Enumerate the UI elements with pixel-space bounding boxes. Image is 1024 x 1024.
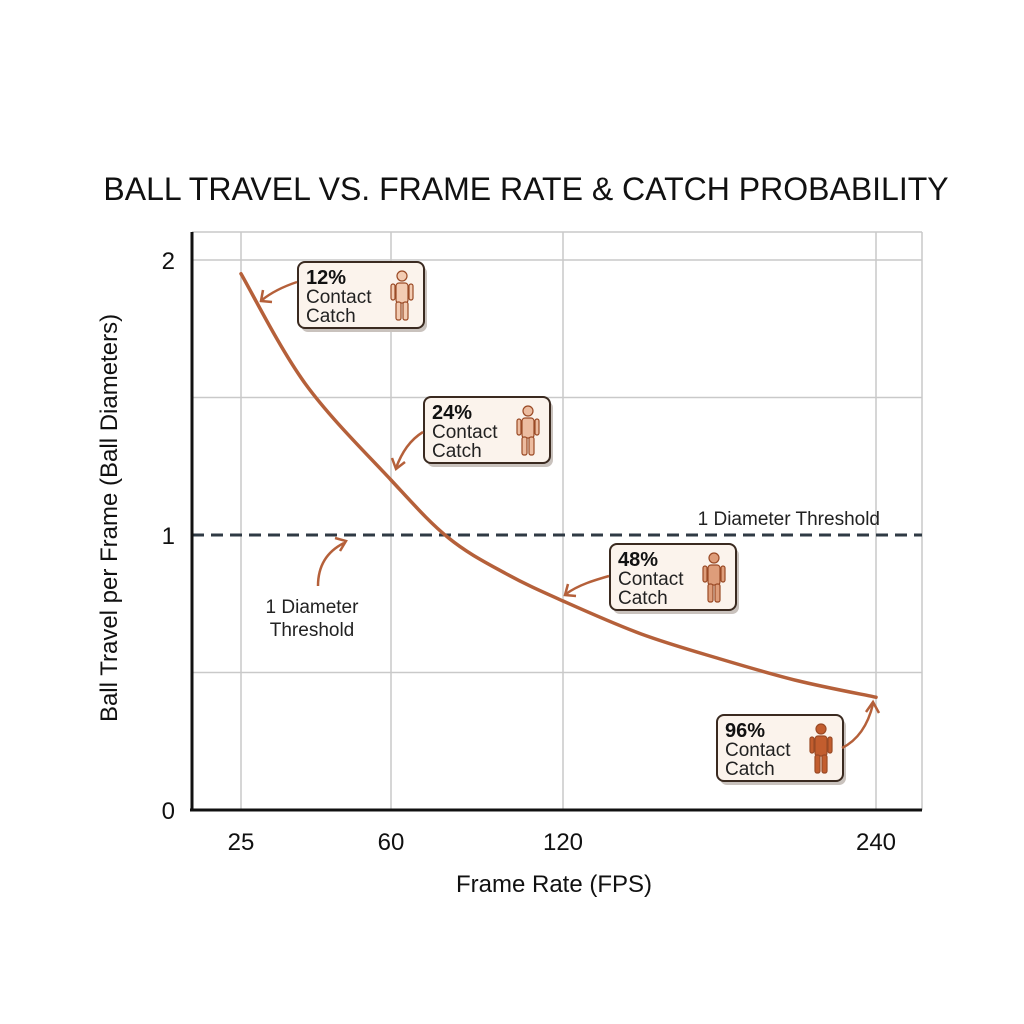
- chart-title: BALL TRAVEL VS. FRAME RATE & CATCH PROBA…: [103, 171, 948, 207]
- callout-percent: 24%: [432, 402, 472, 424]
- callout-arrow-head: [390, 457, 406, 472]
- callout-line2: Catch: [725, 759, 775, 780]
- person-icon: [809, 723, 833, 774]
- threshold-arrow-head: [334, 536, 348, 552]
- callout-percent: 48%: [618, 549, 658, 571]
- y-tick-label: 0: [162, 798, 175, 825]
- callout-percent: 12%: [306, 267, 346, 289]
- y-axis-label: Ball Travel per Frame (Ball Diameters): [96, 314, 123, 722]
- callout-percent: 96%: [725, 720, 765, 742]
- x-axis-label: Frame Rate (FPS): [456, 871, 652, 898]
- person-icon: [516, 405, 540, 456]
- callout-line2: Catch: [306, 306, 356, 327]
- y-tick-label: 2: [162, 248, 175, 275]
- tick-labels: 25 60 120 240 0 1 2: [162, 248, 896, 856]
- series-line: [239, 272, 878, 699]
- callout-line2: Catch: [432, 441, 482, 462]
- callout-arrow: [394, 430, 424, 469]
- series: [239, 272, 878, 699]
- annotations: 12%ContactCatch24%ContactCatch48%Contact…: [259, 261, 881, 785]
- callout-box: [423, 396, 551, 464]
- x-tick-label: 60: [378, 829, 405, 856]
- callout-line2: Catch: [618, 588, 668, 609]
- callout-line1: Contact: [725, 740, 791, 761]
- threshold-label-left-line1: 1 Diameter: [266, 597, 360, 618]
- person-icon: [702, 552, 726, 603]
- x-tick-label: 240: [856, 829, 896, 856]
- callout-arrow: [565, 574, 610, 596]
- callout-line1: Contact: [432, 422, 498, 443]
- callout-box: [609, 543, 737, 611]
- callout-arrow-head: [563, 583, 577, 598]
- callout-arrow: [841, 703, 875, 750]
- callout-arrow-head: [259, 289, 273, 304]
- threshold-label-left-line2: Threshold: [270, 620, 355, 641]
- callout-arrow-head: [864, 699, 881, 714]
- callout-line1: Contact: [306, 287, 372, 308]
- x-tick-label: 120: [543, 829, 583, 856]
- y-tick-label: 1: [162, 523, 175, 550]
- callout-box: [297, 261, 425, 329]
- axes: [190, 232, 922, 812]
- person-icon: [390, 270, 414, 321]
- callout-line1: Contact: [618, 569, 684, 590]
- callout-arrow: [261, 280, 298, 301]
- threshold-label-right: 1 Diameter Threshold: [698, 509, 880, 530]
- x-tick-label: 25: [228, 829, 255, 856]
- threshold-arrow: [316, 541, 345, 587]
